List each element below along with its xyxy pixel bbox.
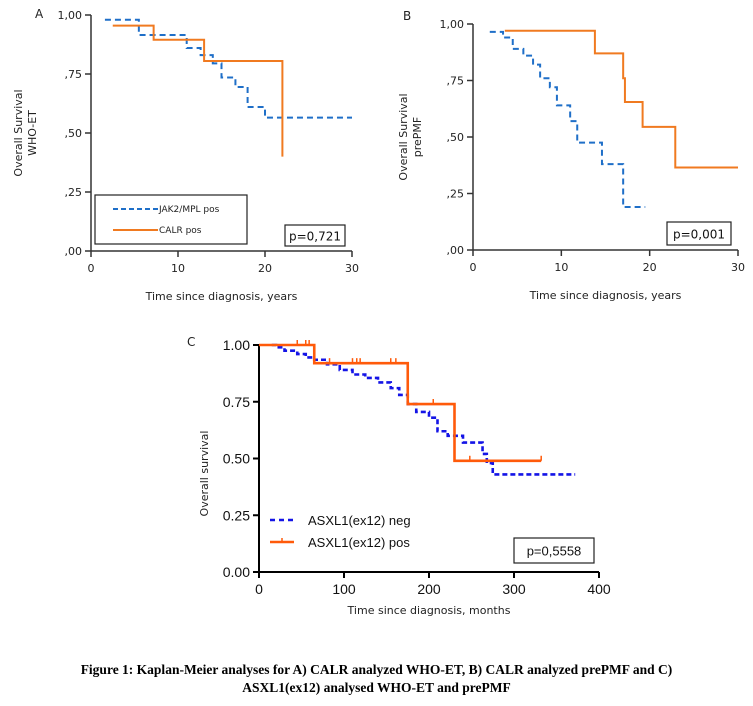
y-axis-title: Overall Survival (12, 89, 25, 176)
p-value-label: p=0,721 (289, 230, 341, 244)
y-tick-label: ,75 (447, 75, 465, 88)
y-axis-title: Overall survival (198, 431, 211, 517)
panel-c-chart: C 0.00 0.25 0.50 0.75 1.00 0 100 200 300 400 Time s… (187, 335, 611, 617)
legend-label: CALR pos (159, 226, 202, 236)
x-tick-label: 20 (258, 262, 272, 275)
legend-box (94, 194, 248, 245)
p-value-label: p=0,5558 (527, 544, 582, 559)
caption-line-1: Figure 1: Kaplan-Meier analyses for A) C… (80, 662, 673, 677)
x-tick-label: 0 (470, 261, 477, 274)
x-tick-label: 100 (332, 581, 356, 597)
p-value-box (513, 537, 595, 564)
y-tick-label: 0.25 (223, 507, 250, 523)
figure-caption: Figure 1: Kaplan-Meier analyses for A) C… (0, 661, 753, 697)
x-axis-title: Time since diagnosis, years (529, 289, 682, 302)
x-tick-label: 200 (417, 581, 441, 597)
panel-a-chart: A ,00 ,25 ,50 ,75 1,00 0 10 20 30 Time since diagn… (12, 7, 359, 303)
legend-label: ASXL1(ex12) pos (308, 535, 410, 550)
km-curve-jak2-mpl-pos (489, 30, 646, 209)
km-curve-asxl1-ex12-pos (259, 343, 542, 463)
x-tick-label: 10 (554, 261, 568, 274)
x-tick-label: 300 (502, 581, 526, 597)
x-tick-label: 20 (643, 261, 657, 274)
y-tick-label: 1.00 (223, 337, 250, 353)
y-tick-label: 1,00 (440, 18, 465, 31)
y-tick-label: 0.00 (223, 564, 250, 580)
x-tick-label: 10 (171, 262, 185, 275)
km-curve-calr-pos (112, 24, 284, 157)
caption-line-2: ASXL1(ex12) analysed WHO-ET and prePMF (242, 680, 511, 695)
legend-label: JAK2/MPL pos (158, 205, 220, 215)
y-tick-label: ,25 (447, 188, 465, 201)
y-tick-label: ,50 (447, 131, 465, 144)
y-axis-subtitle: prePMF (411, 117, 424, 157)
km-curve-jak2-mpl-pos (104, 18, 352, 119)
x-tick-label: 400 (587, 581, 611, 597)
y-tick-label: ,75 (65, 68, 83, 81)
x-tick-label: 30 (345, 262, 359, 275)
x-axis-title: Time since diagnosis, years (145, 290, 298, 303)
km-curve-calr-pos (504, 29, 738, 169)
x-axis-title: Time since diagnosis, months (347, 604, 511, 617)
panel-b-chart: B ,00 ,25 ,50 ,75 1,00 0 10 20 30 Time since diagn… (397, 9, 745, 302)
p-value-label: p=0,001 (673, 228, 725, 242)
legend-label: ASXL1(ex12) neg (308, 513, 411, 528)
panel-label: C (187, 335, 195, 349)
y-tick-label: 0.50 (223, 451, 250, 467)
km-curve-asxl1-ex12-neg (271, 343, 576, 476)
x-tick-label: 30 (731, 261, 745, 274)
panel-label: B (403, 9, 411, 23)
y-tick-label: 0.75 (223, 394, 250, 410)
p-value-box (666, 221, 732, 246)
y-tick-label: 1,00 (58, 9, 83, 22)
panel-label: A (35, 7, 44, 21)
y-tick-label: ,25 (65, 186, 83, 199)
y-axis-subtitle: WHO-ET (26, 110, 39, 156)
y-tick-label: ,00 (65, 245, 83, 258)
x-tick-label: 0 (255, 581, 263, 597)
x-tick-label: 0 (88, 262, 95, 275)
p-value-box (284, 224, 346, 247)
y-axis-title: Overall Survival (397, 93, 410, 180)
y-tick-label: ,50 (65, 127, 83, 140)
y-tick-label: ,00 (447, 244, 465, 257)
